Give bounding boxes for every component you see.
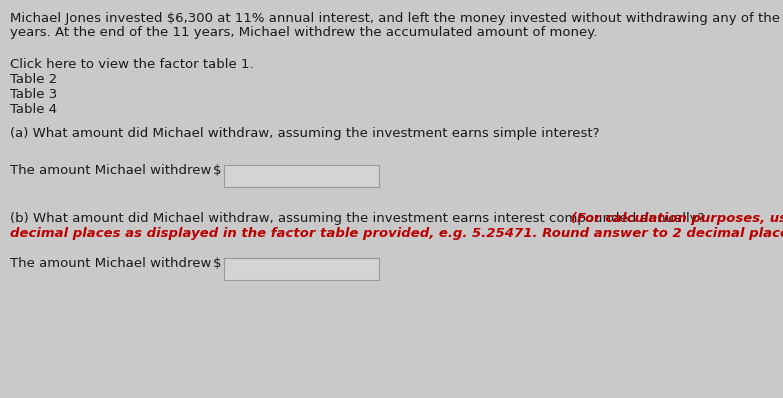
Text: The amount Michael withdrew: The amount Michael withdrew [10,164,211,177]
FancyBboxPatch shape [224,258,379,280]
Text: decimal places as displayed in the factor table provided, e.g. 5.25471. Round an: decimal places as displayed in the facto… [10,227,783,240]
FancyBboxPatch shape [224,165,379,187]
Text: Table 4: Table 4 [10,103,57,116]
Text: The amount Michael withdrew: The amount Michael withdrew [10,257,211,270]
Text: $: $ [213,164,222,177]
Text: years. At the end of the 11 years, Michael withdrew the accumulated amount of mo: years. At the end of the 11 years, Micha… [10,26,597,39]
Text: Click here to view the factor table 1.: Click here to view the factor table 1. [10,58,254,71]
Text: (For calculation purposes, use 5: (For calculation purposes, use 5 [571,212,783,225]
Text: (b) What amount did Michael withdraw, assuming the investment earns interest com: (b) What amount did Michael withdraw, as… [10,212,709,225]
Text: $: $ [213,257,222,270]
Text: Table 2: Table 2 [10,73,57,86]
Text: Table 3: Table 3 [10,88,57,101]
Text: Michael Jones invested $6,300 at 11% annual interest, and left the money investe: Michael Jones invested $6,300 at 11% ann… [10,12,783,25]
Text: (a) What amount did Michael withdraw, assuming the investment earns simple inter: (a) What amount did Michael withdraw, as… [10,127,600,140]
